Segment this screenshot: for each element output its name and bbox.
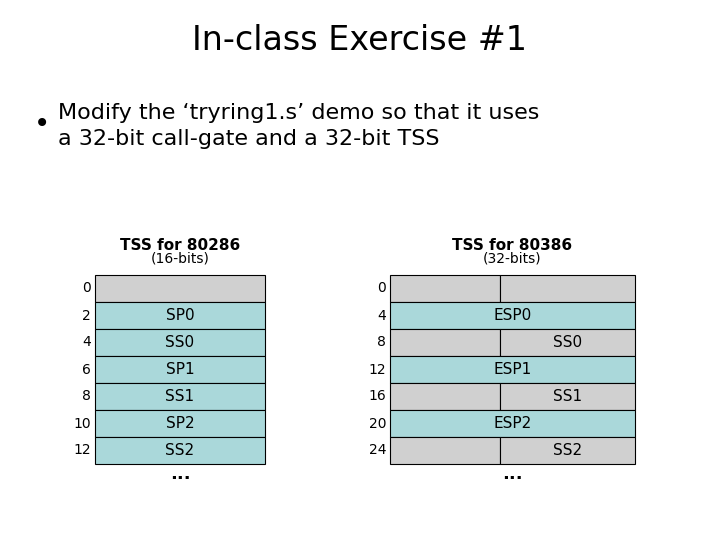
Bar (390, 329, 500, 356)
Text: 8: 8 (82, 389, 91, 403)
Text: ESP2: ESP2 (493, 416, 531, 431)
Text: 4: 4 (82, 335, 91, 349)
Bar (500, 275, 635, 302)
Text: TSS for 80286: TSS for 80286 (120, 238, 240, 253)
Text: ESP0: ESP0 (493, 308, 531, 323)
Text: 0: 0 (82, 281, 91, 295)
Bar (95, 437, 265, 464)
Bar (390, 356, 635, 383)
Text: SP0: SP0 (166, 308, 194, 323)
Text: SS2: SS2 (166, 443, 194, 458)
Text: 12: 12 (73, 443, 91, 457)
Text: 24: 24 (369, 443, 386, 457)
Text: 2: 2 (82, 308, 91, 322)
Bar (390, 383, 500, 410)
Text: 20: 20 (369, 416, 386, 430)
Text: Modify the ‘tryring1.s’ demo so that it uses
a 32-bit call-gate and a 32-bit TSS: Modify the ‘tryring1.s’ demo so that it … (58, 103, 539, 150)
Text: 16: 16 (368, 389, 386, 403)
Text: ...: ... (502, 465, 523, 483)
Bar (500, 329, 635, 356)
Text: 12: 12 (369, 362, 386, 376)
Bar (500, 383, 635, 410)
Text: (16-bits): (16-bits) (150, 252, 210, 266)
Text: SS2: SS2 (553, 443, 582, 458)
Bar (95, 302, 265, 329)
Text: 4: 4 (377, 308, 386, 322)
Bar (500, 437, 635, 464)
Text: In-class Exercise #1: In-class Exercise #1 (192, 24, 528, 57)
Text: 6: 6 (82, 362, 91, 376)
Text: ...: ... (170, 465, 190, 483)
Bar (95, 383, 265, 410)
Text: •: • (34, 110, 50, 138)
Text: 10: 10 (73, 416, 91, 430)
Bar (390, 437, 500, 464)
Text: SP1: SP1 (166, 362, 194, 377)
Text: SS1: SS1 (553, 389, 582, 404)
Text: SS0: SS0 (553, 335, 582, 350)
Text: ESP1: ESP1 (493, 362, 531, 377)
Bar (390, 410, 635, 437)
Text: SP2: SP2 (166, 416, 194, 431)
Bar (390, 275, 500, 302)
Text: SS0: SS0 (166, 335, 194, 350)
Bar (95, 275, 265, 302)
Text: 8: 8 (377, 335, 386, 349)
Text: (32-bits): (32-bits) (483, 252, 542, 266)
Bar (95, 329, 265, 356)
Bar (390, 302, 635, 329)
Text: SS1: SS1 (166, 389, 194, 404)
Text: 0: 0 (377, 281, 386, 295)
Bar (95, 410, 265, 437)
Text: TSS for 80386: TSS for 80386 (452, 238, 572, 253)
Bar (95, 356, 265, 383)
